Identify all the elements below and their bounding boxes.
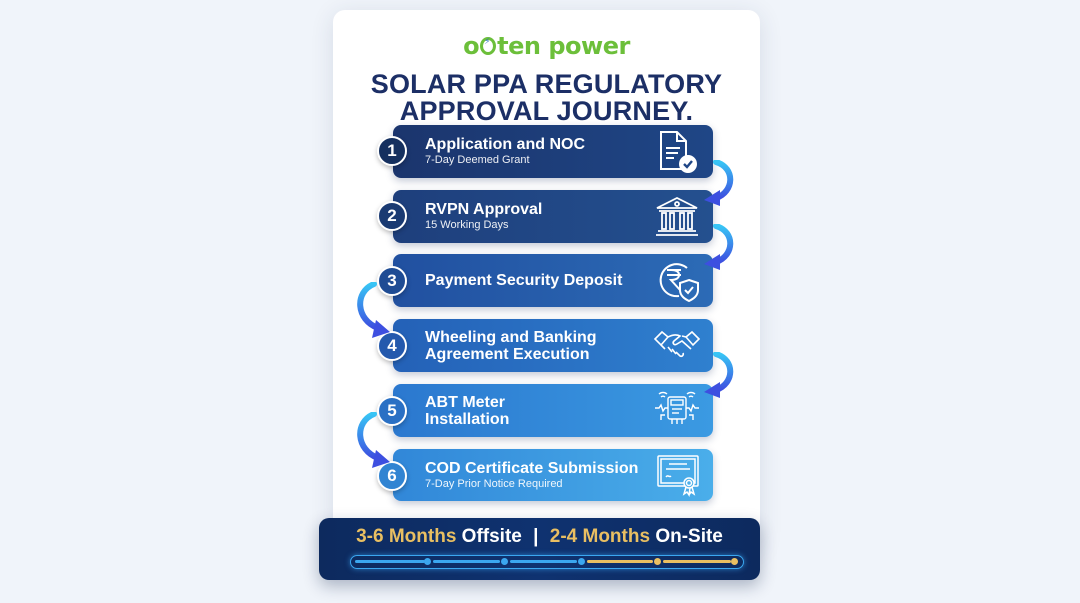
step-title-line-2: Agreement Execution <box>425 345 590 363</box>
curved-arrow-icon <box>704 160 734 206</box>
onsite-label: On-Site <box>655 526 723 547</box>
step-2: RVPN Approval 15 Working Days <box>393 190 713 243</box>
step-title: ABT Meter <box>425 393 506 411</box>
step-title: Application and NOC <box>425 136 585 153</box>
smart-meter-icon <box>655 391 699 424</box>
timeline-summary: 3-6 Months Offsite | 2-4 Months On-Site <box>319 526 760 548</box>
step-number-badge: 2 <box>377 201 407 231</box>
timeline-node <box>501 558 508 565</box>
curved-arrow-icon <box>357 282 390 338</box>
step-title: RVPN Approval <box>425 201 543 218</box>
step-number-badge: 4 <box>377 331 407 361</box>
step-3: Payment Security Deposit <box>393 254 713 307</box>
bank-building-icon <box>656 196 698 236</box>
handshake-icon <box>653 330 701 358</box>
title-line-2: APPROVAL JOURNEY. <box>399 96 694 126</box>
step-subtitle: 7-Day Prior Notice Required <box>425 477 563 490</box>
offsite-label: Offsite <box>461 526 522 547</box>
offsite-duration: 3-6 Months <box>356 526 457 547</box>
separator: | <box>533 526 539 547</box>
step-number-badge: 3 <box>377 266 407 296</box>
curved-arrow-icon <box>357 412 390 468</box>
step-number-badge: 1 <box>377 136 407 166</box>
step-1: Application and NOC 7-Day Deemed Grant <box>393 125 713 178</box>
step-title-line-2: Installation <box>425 410 510 428</box>
page-title: SOLAR PPA REGULATORY APPROVAL JOURNEY. <box>333 71 760 125</box>
step-number-badge: 6 <box>377 461 407 491</box>
step-title: COD Certificate Submission <box>425 459 639 477</box>
bolt-icon <box>480 37 497 55</box>
step-title: Payment Security Deposit <box>425 272 623 289</box>
document-check-icon <box>660 131 697 173</box>
step-subtitle: 7-Day Deemed Grant <box>425 154 530 166</box>
step-subtitle: 15 Working Days <box>425 219 509 231</box>
timeline-node <box>578 558 585 565</box>
timeline-banner: 3-6 Months Offsite | 2-4 Months On-Site <box>319 518 760 580</box>
step-4: Wheeling and Banking Agreement Execution <box>393 319 713 372</box>
curved-arrow-icon <box>704 224 734 270</box>
timeline-node <box>731 558 738 565</box>
step-title: Wheeling and Banking <box>425 328 597 346</box>
curved-arrow-icon <box>704 352 734 398</box>
rupee-shield-icon <box>659 263 699 303</box>
brand-logo: oten power <box>333 32 760 60</box>
step-6: COD Certificate Submission 7-Day Prior N… <box>393 449 713 501</box>
timeline-progress-track <box>350 555 744 569</box>
timeline-node <box>654 558 661 565</box>
timeline-node <box>424 558 431 565</box>
title-line-1: SOLAR PPA REGULATORY <box>370 69 723 99</box>
step-5: ABT Meter Installation <box>393 384 713 437</box>
step-number-badge: 5 <box>377 396 407 426</box>
onsite-duration: 2-4 Months <box>549 526 651 547</box>
certificate-icon <box>657 455 699 498</box>
